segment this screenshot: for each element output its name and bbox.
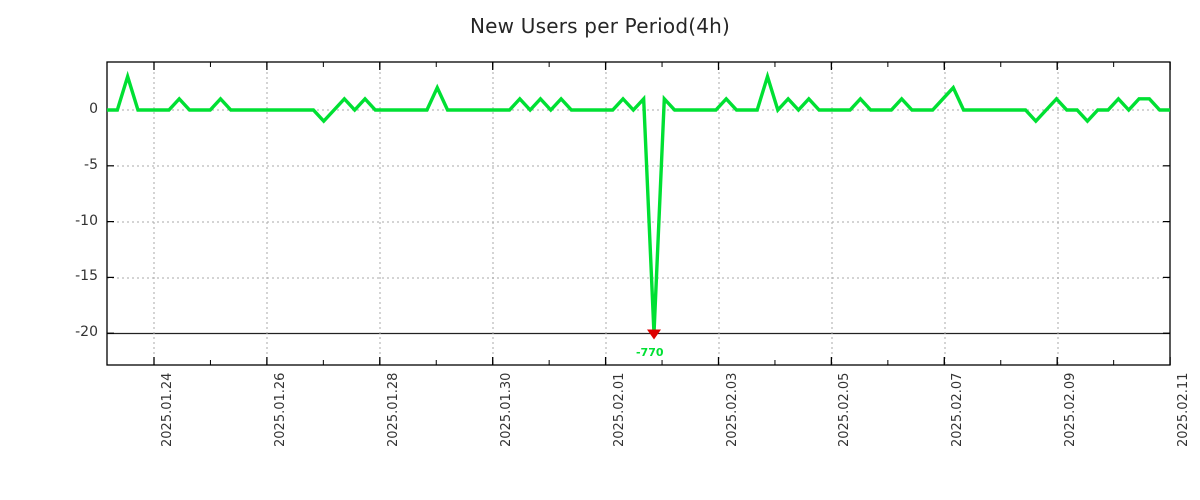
- x-axis-label-5: 2025.02.03: [724, 372, 740, 447]
- data-series-line: [107, 70, 1170, 334]
- x-axis-label-2: 2025.01.28: [385, 372, 401, 447]
- x-axis-label-1: 2025.01.26: [272, 372, 288, 447]
- minimum-marker-icon: [647, 329, 661, 340]
- x-axis-label-9: 2025.02.11: [1176, 372, 1192, 447]
- x-axis-label-6: 2025.02.05: [837, 372, 853, 447]
- y-axis-label-2: -10: [75, 212, 98, 229]
- x-axis-label-4: 2025.02.01: [611, 372, 627, 447]
- x-axis-label-7: 2025.02.07: [950, 372, 966, 447]
- y-axis-label-1: -5: [84, 156, 98, 173]
- x-axis-label-0: 2025.01.24: [160, 372, 175, 447]
- chart-title: New Users per Period(4h): [469, 14, 731, 38]
- minimum-value-annotation: -770: [635, 345, 664, 359]
- axis-frame: [106, 61, 1171, 366]
- y-axis-label-4: -20: [75, 324, 98, 341]
- x-axis-tick-marks: [153, 62, 1171, 365]
- grid-lines-horizontal: [107, 109, 1170, 335]
- y-axis-label-0: 0: [89, 101, 98, 117]
- y-axis-label-3: -15: [75, 268, 98, 285]
- plot-background: [107, 62, 1170, 365]
- x-axis-label-3: 2025.01.30: [498, 372, 514, 447]
- x-axis-label-8: 2025.02.09: [1063, 372, 1079, 447]
